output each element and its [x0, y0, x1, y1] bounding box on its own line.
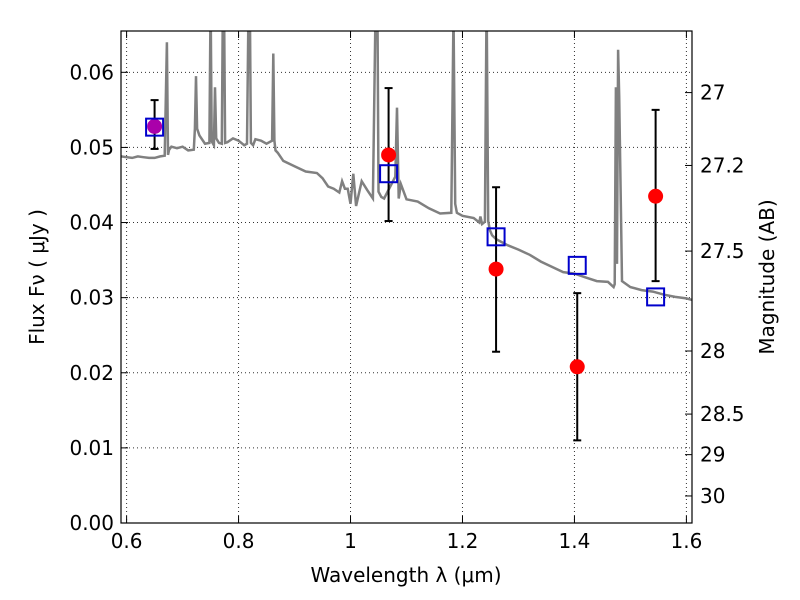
axis-ticks: 0.6 0.8 1 1.2 1.4 1.6 0.00 0.01 0.02 0.03 0.04 0.05… — [69, 31, 745, 553]
y-tick-label: 0.02 — [69, 361, 114, 385]
observed-flux-point — [488, 261, 504, 277]
y2-tick-label: 27.2 — [700, 153, 745, 177]
x-tick-label: 1.4 — [559, 529, 591, 553]
x-tick-label: 0.6 — [111, 529, 143, 553]
y-axis-label: Flux Fν ( μJy ) — [25, 209, 49, 345]
y2-tick-label: 29 — [700, 443, 725, 467]
synthetic-flux-square — [646, 287, 666, 307]
x-tick-label: 1 — [344, 529, 357, 553]
y2-tick-label: 27.5 — [700, 239, 745, 263]
observed-flux-point — [569, 359, 585, 375]
y2-tick-label: 28 — [700, 339, 725, 363]
x-axis-label: Wavelength λ (μm) — [310, 563, 501, 587]
synthetic-flux-square — [379, 164, 399, 184]
observed-flux-point — [381, 147, 397, 163]
y-tick-label: 0.03 — [69, 286, 114, 310]
y-tick-label: 0.04 — [69, 211, 114, 235]
x-tick-label: 1.2 — [447, 529, 479, 553]
marker-layer — [145, 87, 666, 442]
y2-tick-label: 28.5 — [700, 402, 745, 426]
plot-frame — [120, 30, 693, 524]
x-tick-label: 0.8 — [223, 529, 255, 553]
y2-tick-label: 30 — [700, 484, 725, 508]
y2-axis-label: Magnitude (AB) — [755, 199, 779, 354]
y-tick-label: 0.01 — [69, 436, 114, 460]
observed-flux-point — [147, 118, 163, 134]
synthetic-flux-square — [567, 255, 587, 275]
synthetic-flux-square — [145, 117, 165, 137]
y2-tick-label: 27 — [700, 81, 725, 105]
x-tick-label: 1.6 — [670, 529, 702, 553]
plot-area — [121, 31, 692, 523]
observed-flux-point — [648, 188, 664, 204]
y-tick-label: 0.06 — [69, 60, 114, 84]
y-tick-label: 0.00 — [69, 511, 114, 535]
model-spectrum-line — [121, 31, 692, 302]
synthetic-flux-square — [486, 227, 506, 247]
series-layer — [121, 31, 692, 302]
y-tick-label: 0.05 — [69, 135, 114, 159]
